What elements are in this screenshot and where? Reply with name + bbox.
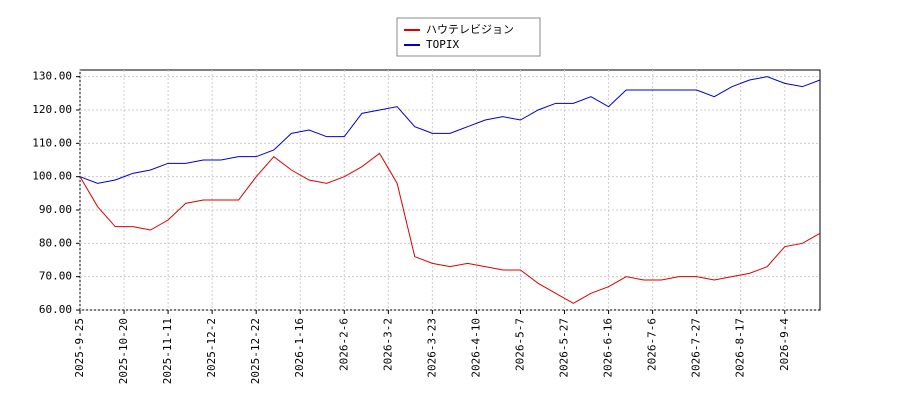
x-tick-label: 2026-5-27 [558,318,571,378]
series-line [79,152,821,304]
plot-frame [79,69,821,311]
x-tick-label: 2025-9-25 [73,318,86,378]
x-tick-label: 2025-10-20 [117,318,130,384]
y-tick-label: 130.00 [32,70,72,83]
x-tick-label: 2026-1-16 [293,318,306,378]
y-tick-label: 100.00 [32,170,72,183]
y-tick-label: 60.00 [39,303,72,316]
legend-box [396,17,541,57]
y-tick-label: 80.00 [39,236,72,249]
x-tick-label: 2026-8-17 [734,318,747,378]
x-tick-label: 2026-7-27 [690,318,703,378]
x-tick-label: 2026-2-6 [337,318,350,371]
y-tick-label: 90.00 [39,203,72,216]
x-tick-label: 2025-11-11 [161,318,174,384]
legend-label: ハウテレビジョン [426,23,514,36]
y-tick-label: 70.00 [39,270,72,283]
x-tick-label: 2025-12-2 [205,318,218,378]
x-tick-label: 2025-12-22 [249,318,262,384]
x-tick-label: 2026-3-2 [381,318,394,371]
x-tick-label: 2026-6-16 [602,318,615,378]
x-tick-label: 2026-9-4 [778,318,791,371]
series-line [79,76,821,184]
y-tick-label: 120.00 [32,103,72,116]
legend [396,17,541,57]
x-tick-label: 2026-4-10 [469,318,482,378]
legend-label: TOPIX [426,38,459,51]
y-tick-label: 110.00 [32,136,72,149]
x-tick-label: 2026-7-6 [646,318,659,371]
x-tick-label: 2026-3-23 [425,318,438,378]
x-tick-label: 2026-5-7 [513,318,526,371]
